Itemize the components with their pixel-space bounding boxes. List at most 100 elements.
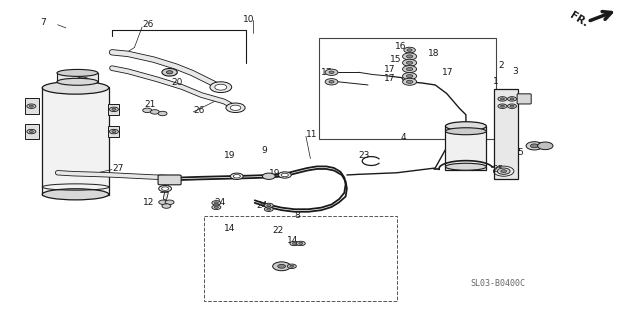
Circle shape bbox=[230, 173, 243, 179]
Text: 19: 19 bbox=[224, 151, 236, 160]
Circle shape bbox=[406, 55, 413, 58]
Circle shape bbox=[498, 97, 507, 101]
Circle shape bbox=[296, 241, 305, 246]
Circle shape bbox=[329, 71, 334, 74]
Text: 1: 1 bbox=[493, 77, 499, 86]
Circle shape bbox=[403, 78, 417, 85]
Bar bbox=[319, 38, 496, 139]
Circle shape bbox=[531, 144, 538, 148]
Circle shape bbox=[109, 107, 118, 112]
Circle shape bbox=[267, 208, 271, 210]
Text: 9: 9 bbox=[261, 146, 267, 155]
Text: 20: 20 bbox=[172, 78, 183, 87]
Circle shape bbox=[299, 243, 303, 244]
FancyBboxPatch shape bbox=[517, 94, 531, 104]
Circle shape bbox=[538, 142, 553, 150]
Ellipse shape bbox=[42, 81, 109, 94]
Circle shape bbox=[143, 108, 152, 113]
FancyBboxPatch shape bbox=[25, 124, 39, 139]
Circle shape bbox=[159, 185, 172, 192]
Text: 24: 24 bbox=[256, 201, 268, 210]
Circle shape bbox=[500, 98, 504, 100]
Bar bbox=[204, 216, 397, 301]
Ellipse shape bbox=[445, 122, 486, 131]
Circle shape bbox=[112, 131, 116, 133]
Ellipse shape bbox=[42, 189, 109, 200]
Text: 15: 15 bbox=[390, 55, 401, 64]
Circle shape bbox=[234, 174, 241, 178]
Circle shape bbox=[273, 262, 291, 271]
Ellipse shape bbox=[445, 163, 486, 170]
Circle shape bbox=[325, 69, 338, 75]
Circle shape bbox=[278, 172, 291, 178]
Circle shape bbox=[150, 110, 159, 114]
FancyBboxPatch shape bbox=[445, 126, 486, 170]
Text: 25: 25 bbox=[493, 165, 504, 174]
Text: 18: 18 bbox=[428, 49, 439, 58]
Text: 26: 26 bbox=[193, 106, 205, 115]
Circle shape bbox=[212, 205, 221, 210]
Circle shape bbox=[404, 47, 415, 53]
Circle shape bbox=[162, 68, 177, 76]
Circle shape bbox=[403, 53, 417, 60]
Circle shape bbox=[497, 168, 510, 174]
Circle shape bbox=[290, 265, 294, 267]
Circle shape bbox=[500, 105, 504, 107]
Text: 16: 16 bbox=[395, 42, 406, 51]
Circle shape bbox=[508, 104, 516, 108]
Circle shape bbox=[165, 200, 174, 204]
Circle shape bbox=[498, 104, 507, 108]
Text: 3: 3 bbox=[512, 67, 518, 76]
Circle shape bbox=[264, 207, 273, 211]
Circle shape bbox=[407, 49, 412, 51]
Circle shape bbox=[510, 105, 514, 107]
Text: 10: 10 bbox=[243, 15, 255, 23]
Text: 23: 23 bbox=[358, 151, 370, 160]
Text: 4: 4 bbox=[401, 133, 406, 142]
Text: 11: 11 bbox=[306, 130, 317, 139]
Circle shape bbox=[290, 241, 299, 246]
Circle shape bbox=[29, 131, 33, 133]
Text: SL03-B0400C: SL03-B0400C bbox=[470, 279, 525, 288]
Text: 21: 21 bbox=[145, 100, 156, 109]
Text: 17: 17 bbox=[321, 68, 333, 77]
Circle shape bbox=[210, 82, 232, 93]
Circle shape bbox=[226, 103, 245, 113]
Ellipse shape bbox=[57, 69, 98, 76]
Circle shape bbox=[278, 264, 285, 268]
Text: 27: 27 bbox=[112, 164, 124, 172]
Circle shape bbox=[214, 206, 218, 208]
Text: 24: 24 bbox=[214, 198, 226, 207]
Circle shape bbox=[262, 173, 275, 179]
FancyBboxPatch shape bbox=[42, 87, 109, 195]
Circle shape bbox=[508, 97, 516, 101]
FancyBboxPatch shape bbox=[57, 73, 98, 82]
Text: 17: 17 bbox=[442, 68, 453, 77]
Circle shape bbox=[159, 200, 168, 204]
Circle shape bbox=[215, 84, 227, 90]
Text: 7: 7 bbox=[40, 18, 46, 27]
Text: 22: 22 bbox=[273, 226, 284, 235]
Circle shape bbox=[112, 108, 116, 110]
Circle shape bbox=[212, 201, 221, 205]
Circle shape bbox=[264, 203, 273, 208]
Circle shape bbox=[510, 98, 514, 100]
Circle shape bbox=[406, 61, 413, 64]
Circle shape bbox=[27, 104, 36, 108]
FancyBboxPatch shape bbox=[494, 89, 518, 179]
Circle shape bbox=[287, 264, 296, 268]
Ellipse shape bbox=[445, 128, 486, 135]
Text: 2: 2 bbox=[498, 61, 504, 70]
Circle shape bbox=[282, 173, 288, 177]
Circle shape bbox=[109, 129, 118, 134]
Text: 17: 17 bbox=[384, 65, 396, 74]
Circle shape bbox=[158, 111, 167, 116]
FancyBboxPatch shape bbox=[25, 98, 39, 114]
Circle shape bbox=[329, 81, 334, 83]
FancyBboxPatch shape bbox=[108, 104, 119, 115]
Text: 14: 14 bbox=[224, 224, 236, 233]
Circle shape bbox=[325, 79, 338, 85]
Circle shape bbox=[267, 204, 271, 206]
Circle shape bbox=[406, 74, 413, 78]
Text: 5: 5 bbox=[517, 148, 523, 157]
